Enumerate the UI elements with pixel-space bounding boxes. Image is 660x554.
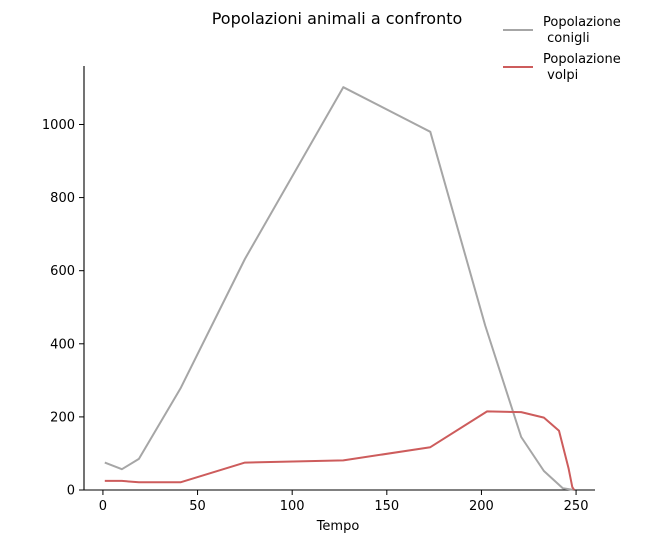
y-tick-label: 800 <box>50 191 75 206</box>
y-tick-label: 600 <box>50 264 75 279</box>
legend-label-0: Popolazione conigli <box>543 15 621 46</box>
y-tick-label: 200 <box>50 410 75 425</box>
x-tick-label: 250 <box>564 499 589 514</box>
series-line-0 <box>104 86 575 491</box>
series-line-1 <box>104 410 576 491</box>
series-layer <box>104 86 576 491</box>
legend-label-1: Popolazione volpi <box>543 52 621 83</box>
x-tick-label: 50 <box>189 499 206 514</box>
x-tick-label: 200 <box>469 499 494 514</box>
x-tick-label: 150 <box>374 499 399 514</box>
y-tick-label: 0 <box>67 484 75 499</box>
chart-title: Popolazioni animali a confronto <box>212 9 463 28</box>
legend: Popolazione conigli Popolazione volpi <box>503 15 621 83</box>
y-tick-label: 1000 <box>42 118 75 133</box>
x-tick-label: 100 <box>280 499 305 514</box>
y-tick-label: 400 <box>50 337 75 352</box>
x-axis-label: Tempo <box>316 519 360 534</box>
axes-layer: 0 50 100 150 200 250 0 200 400 600 800 1000 <box>42 66 595 514</box>
x-tick-label: 0 <box>99 499 107 514</box>
